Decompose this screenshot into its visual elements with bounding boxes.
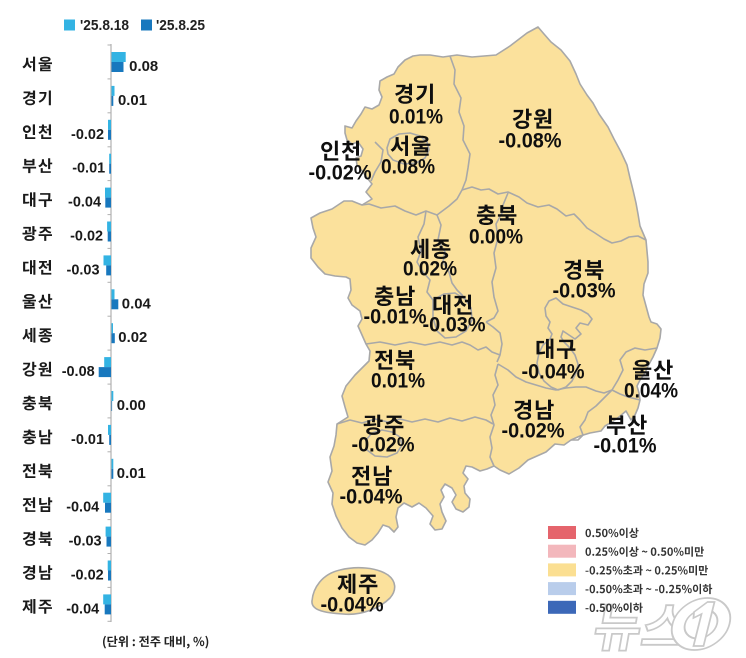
svg-text:-0.04: -0.04 [66, 601, 99, 617]
svg-text:-0.03: -0.03 [67, 262, 100, 278]
svg-text:0.01: 0.01 [117, 466, 146, 482]
svg-text:-0.04: -0.04 [66, 500, 99, 516]
svg-text:-0.04%: -0.04% [340, 486, 403, 509]
svg-text:-0.03: -0.03 [69, 534, 102, 550]
svg-text:0.04: 0.04 [122, 296, 151, 312]
svg-text:-0.03%: -0.03% [423, 314, 486, 337]
svg-text:0.00: 0.00 [117, 398, 146, 414]
svg-text:-0.08%: -0.08% [499, 130, 562, 153]
svg-text:0.08%: 0.08% [381, 156, 435, 179]
svg-text:-0.02: -0.02 [70, 229, 103, 245]
svg-text:0.04%: 0.04% [624, 380, 678, 403]
svg-text:-0.03%: -0.03% [553, 280, 616, 303]
svg-text:-0.08: -0.08 [62, 364, 95, 380]
svg-text:-0.01%: -0.01% [594, 435, 657, 458]
svg-text:0.02%: 0.02% [403, 258, 457, 281]
svg-text:-0.02%: -0.02% [352, 434, 415, 457]
svg-text:-0.02%: -0.02% [309, 162, 372, 185]
svg-text:-0.04%: -0.04% [522, 361, 585, 384]
svg-text:-0.04%: -0.04% [321, 594, 384, 617]
svg-text:0.01%: 0.01% [389, 106, 443, 129]
svg-text:'25.8.25: '25.8.25 [156, 17, 205, 34]
svg-text:-0.02: -0.02 [71, 127, 104, 143]
svg-text:0.00%: 0.00% [469, 226, 523, 249]
svg-text:0.08: 0.08 [129, 59, 158, 75]
svg-text:'25.8.18: '25.8.18 [80, 17, 129, 34]
svg-text:0.01: 0.01 [118, 93, 147, 109]
svg-text:-0.01: -0.01 [72, 161, 105, 177]
svg-text:-0.02: -0.02 [71, 568, 104, 584]
svg-text:-0.01: -0.01 [71, 432, 104, 448]
svg-text:-0.04: -0.04 [68, 195, 101, 211]
svg-text:0.01%: 0.01% [371, 370, 425, 393]
svg-text:0.02: 0.02 [118, 330, 147, 346]
svg-text:-0.01%: -0.01% [364, 306, 427, 329]
svg-text:-0.02%: -0.02% [502, 420, 565, 443]
